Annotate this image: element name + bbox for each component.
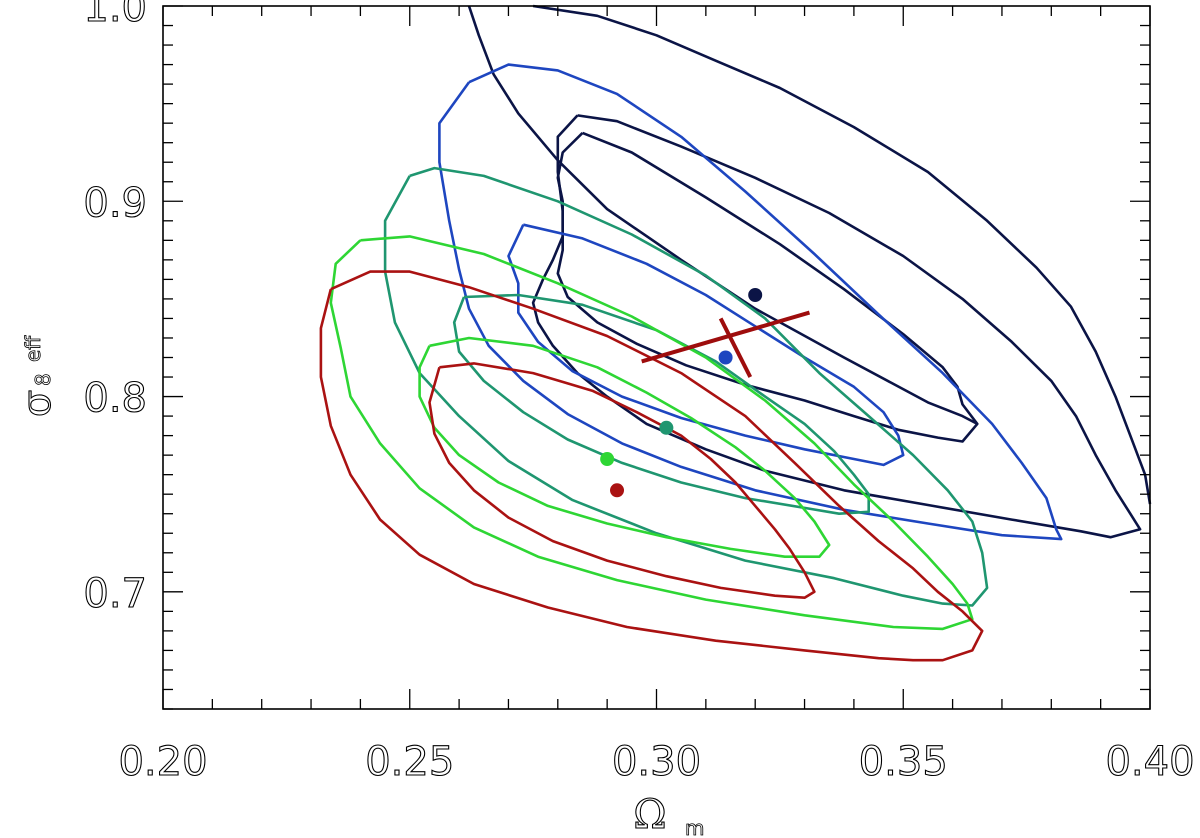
y-axis-label-superscript: eff bbox=[21, 335, 45, 362]
tick-labels: 0.20 0.25 0.30 0.35 0.40 0.7 0.8 0.9 1.0 bbox=[83, 0, 1195, 786]
reference-cross bbox=[641, 310, 811, 378]
contour-series2-level2 bbox=[507, 223, 905, 467]
y-axis-label-subscript: 8 bbox=[31, 373, 55, 386]
y-axis-label-group: σ 8 eff bbox=[13, 334, 60, 417]
cross-segment-2 bbox=[718, 317, 753, 378]
cross-segment-1 bbox=[641, 310, 811, 364]
contour-series5-level1 bbox=[319, 270, 984, 662]
x-tick-label: 0.25 bbox=[365, 739, 454, 785]
axis-ticks bbox=[162, 5, 1151, 710]
y-tick-label: 0.8 bbox=[83, 376, 147, 422]
contour-series4-level2 bbox=[418, 336, 831, 559]
x-axis-label: Ω bbox=[633, 792, 666, 838]
contour-series1-top-left-curve bbox=[467, 5, 978, 426]
contour-series1-level1 bbox=[531, 114, 1142, 539]
x-tick-label: 0.40 bbox=[1105, 739, 1194, 785]
x-tick-label: 0.35 bbox=[859, 739, 948, 785]
x-tick-label: 0.30 bbox=[612, 739, 701, 785]
x-tick-label: 0.20 bbox=[118, 739, 207, 785]
y-tick-label: 1.0 bbox=[83, 0, 147, 31]
contour-series4-level1 bbox=[329, 235, 974, 631]
x-axis-label-subscript: m bbox=[685, 816, 704, 838]
best-fit-point-series4 bbox=[600, 452, 615, 467]
best-fit-point-series2 bbox=[718, 350, 733, 365]
contour-series3-level1 bbox=[383, 166, 989, 607]
y-axis-label: σ bbox=[14, 390, 60, 417]
y-tick-label: 0.9 bbox=[83, 180, 147, 226]
contour-series5-level2 bbox=[428, 362, 816, 600]
contour-lines bbox=[319, 4, 1152, 662]
y-tick-label: 0.7 bbox=[83, 571, 147, 617]
contour-series1-top-right-curve bbox=[532, 4, 1152, 505]
best-fit-point-series5 bbox=[610, 483, 625, 498]
best-fit-points bbox=[600, 288, 763, 498]
best-fit-point-series3 bbox=[659, 420, 674, 435]
best-fit-point-series1 bbox=[748, 288, 763, 303]
